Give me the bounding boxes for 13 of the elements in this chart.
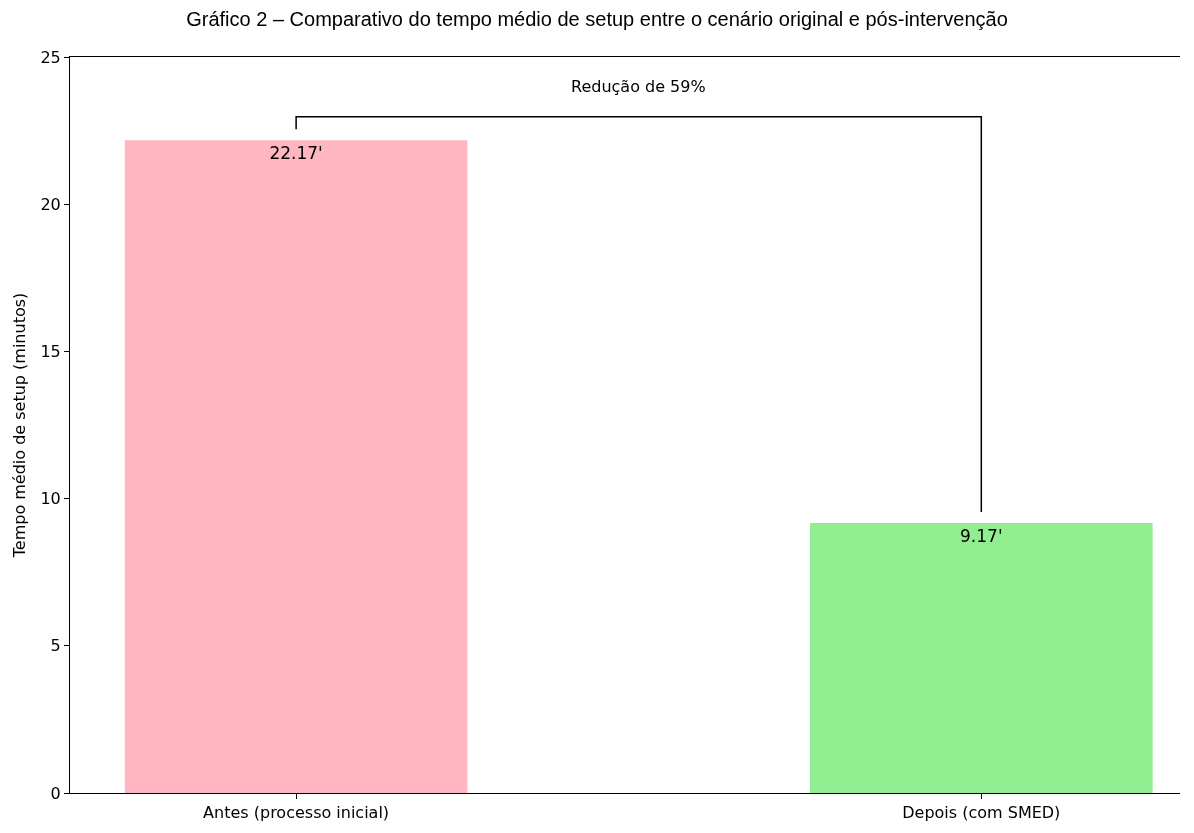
y-tick-label: 25 [40, 47, 61, 67]
y-tick-label: 15 [40, 342, 61, 361]
chart-title: Gráfico 2 – Comparativo do tempo médio de setup entre o cenário original e pós-intervenção [186, 8, 1008, 31]
x-tick-label: Antes (processo inicial) [203, 803, 390, 823]
y-tick-label: 10 [40, 489, 61, 509]
annotation: Redução de 59% [571, 77, 706, 96]
y-tick-label: 20 [40, 194, 61, 214]
x-tick-label: Depois (com SMED) [902, 803, 1061, 823]
data-label: 9.17' [960, 526, 1003, 547]
data-label: 22.17' [269, 143, 323, 164]
y-tick-label: 5 [50, 636, 61, 656]
y-tick-label: 0 [50, 783, 61, 803]
y-axis-title: Tempo médio de setup (minutos) [10, 292, 30, 559]
